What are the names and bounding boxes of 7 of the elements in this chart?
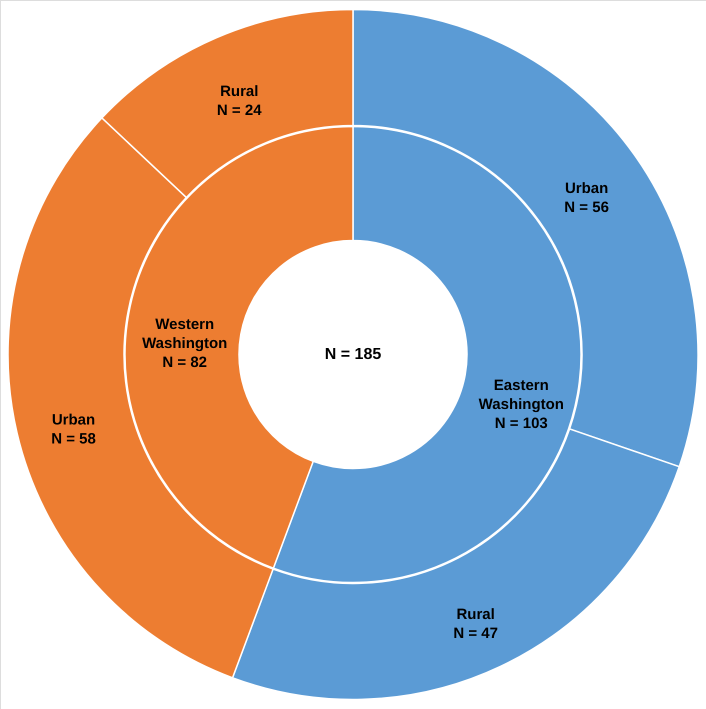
data-label: Urban N = 58	[51, 412, 96, 448]
data-label: Rural N = 24	[216, 83, 262, 120]
data-label: Rural N = 47	[453, 606, 498, 642]
data-label: Eastern Washington N = 103	[478, 376, 564, 432]
data-label: Western Washington N = 82	[142, 316, 228, 372]
text: N = 185	[324, 346, 382, 363]
data-label: Urban N = 56	[564, 180, 609, 216]
